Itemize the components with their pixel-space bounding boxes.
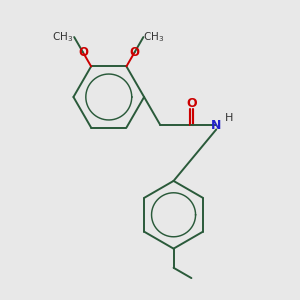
Text: O: O xyxy=(78,46,88,59)
Text: H: H xyxy=(224,113,233,123)
Text: CH$_3$: CH$_3$ xyxy=(52,30,74,44)
Text: N: N xyxy=(211,118,221,131)
Text: CH$_3$: CH$_3$ xyxy=(143,30,164,44)
Text: O: O xyxy=(130,46,140,59)
Text: O: O xyxy=(186,97,196,110)
